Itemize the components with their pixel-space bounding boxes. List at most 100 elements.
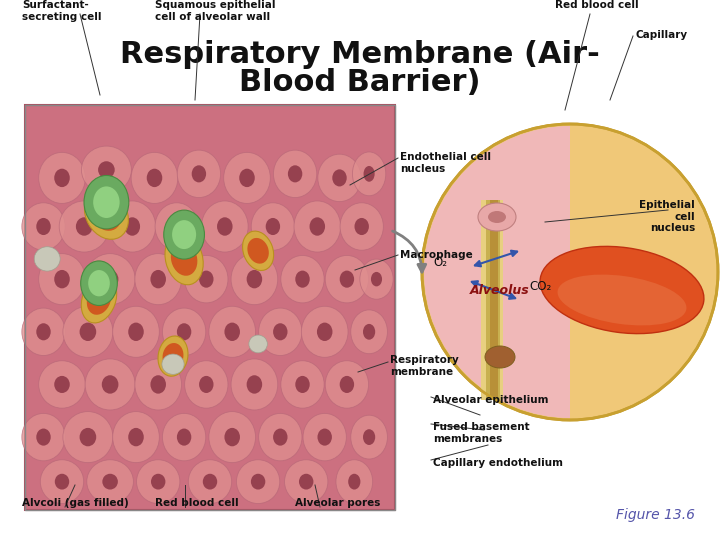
Text: Respiratory Membrane (Air-: Respiratory Membrane (Air- xyxy=(120,40,600,69)
Ellipse shape xyxy=(294,201,341,252)
Ellipse shape xyxy=(81,276,117,323)
Ellipse shape xyxy=(109,201,156,252)
Ellipse shape xyxy=(177,150,220,198)
Ellipse shape xyxy=(102,270,118,288)
Ellipse shape xyxy=(84,190,128,239)
Ellipse shape xyxy=(303,414,346,461)
Ellipse shape xyxy=(54,270,70,288)
Ellipse shape xyxy=(125,217,140,236)
Ellipse shape xyxy=(177,429,192,446)
Bar xyxy=(25,105,395,510)
Ellipse shape xyxy=(371,272,382,286)
Ellipse shape xyxy=(39,152,85,204)
Ellipse shape xyxy=(225,322,240,341)
Ellipse shape xyxy=(80,322,96,341)
Ellipse shape xyxy=(93,186,120,218)
Ellipse shape xyxy=(40,460,84,503)
Text: Fused basement
membranes: Fused basement membranes xyxy=(433,422,530,443)
Ellipse shape xyxy=(360,259,393,299)
Ellipse shape xyxy=(273,429,287,446)
Ellipse shape xyxy=(128,428,144,447)
Ellipse shape xyxy=(81,261,117,306)
Ellipse shape xyxy=(340,271,354,288)
Ellipse shape xyxy=(54,376,70,393)
Ellipse shape xyxy=(251,474,265,490)
Text: Respiratory
membrane: Respiratory membrane xyxy=(390,355,459,376)
Ellipse shape xyxy=(59,201,109,252)
Ellipse shape xyxy=(158,336,188,376)
Text: Red blood cell: Red blood cell xyxy=(555,0,639,10)
Text: Alvcoli (gas filled): Alvcoli (gas filled) xyxy=(22,498,129,508)
Ellipse shape xyxy=(147,168,162,187)
Ellipse shape xyxy=(336,460,373,503)
Ellipse shape xyxy=(231,359,278,410)
Text: O₂: O₂ xyxy=(433,255,447,268)
Ellipse shape xyxy=(36,429,50,446)
Ellipse shape xyxy=(485,346,515,368)
Ellipse shape xyxy=(557,274,686,326)
Ellipse shape xyxy=(224,152,270,204)
Ellipse shape xyxy=(225,428,240,447)
Ellipse shape xyxy=(251,203,294,250)
Ellipse shape xyxy=(184,361,228,408)
Ellipse shape xyxy=(151,474,166,490)
Ellipse shape xyxy=(36,218,50,235)
Ellipse shape xyxy=(55,474,69,490)
Ellipse shape xyxy=(131,152,178,204)
Ellipse shape xyxy=(274,150,317,198)
Bar xyxy=(25,105,395,510)
Ellipse shape xyxy=(76,217,93,236)
Ellipse shape xyxy=(54,168,70,187)
Text: Macrophage: Macrophage xyxy=(400,250,473,260)
Ellipse shape xyxy=(192,165,206,183)
Ellipse shape xyxy=(39,361,85,408)
Ellipse shape xyxy=(281,255,324,303)
Ellipse shape xyxy=(85,359,135,410)
Ellipse shape xyxy=(273,323,287,340)
Text: Blood Barrier): Blood Barrier) xyxy=(239,68,481,97)
Ellipse shape xyxy=(239,168,255,187)
Ellipse shape xyxy=(247,375,262,394)
Ellipse shape xyxy=(325,255,369,303)
Bar xyxy=(481,200,503,400)
Ellipse shape xyxy=(135,254,181,305)
Ellipse shape xyxy=(39,254,85,305)
Ellipse shape xyxy=(199,376,214,393)
Ellipse shape xyxy=(162,354,184,374)
Ellipse shape xyxy=(63,411,113,463)
Wedge shape xyxy=(424,126,570,418)
Ellipse shape xyxy=(310,217,325,236)
Ellipse shape xyxy=(231,254,278,305)
Ellipse shape xyxy=(333,170,347,186)
Ellipse shape xyxy=(171,242,197,276)
Ellipse shape xyxy=(155,203,198,250)
Text: CO₂: CO₂ xyxy=(529,280,551,294)
Ellipse shape xyxy=(299,474,313,490)
Ellipse shape xyxy=(317,322,333,341)
Ellipse shape xyxy=(295,376,310,393)
Text: Endothelial cell
nucleus: Endothelial cell nucleus xyxy=(400,152,491,173)
Ellipse shape xyxy=(364,166,374,182)
Ellipse shape xyxy=(165,233,203,285)
Ellipse shape xyxy=(84,176,129,229)
Ellipse shape xyxy=(249,335,267,353)
Ellipse shape xyxy=(488,211,506,223)
Ellipse shape xyxy=(80,428,96,447)
Ellipse shape xyxy=(199,271,214,288)
Ellipse shape xyxy=(85,254,135,305)
Ellipse shape xyxy=(202,201,248,252)
Ellipse shape xyxy=(209,411,256,463)
Ellipse shape xyxy=(217,217,233,236)
Ellipse shape xyxy=(87,460,133,503)
Ellipse shape xyxy=(363,324,375,340)
Ellipse shape xyxy=(172,220,196,249)
Ellipse shape xyxy=(318,154,361,201)
Ellipse shape xyxy=(340,376,354,393)
Ellipse shape xyxy=(150,375,166,394)
Bar xyxy=(490,200,498,400)
Ellipse shape xyxy=(540,246,704,334)
Ellipse shape xyxy=(135,359,181,410)
Ellipse shape xyxy=(363,429,375,445)
Ellipse shape xyxy=(163,308,206,355)
Text: Capillary: Capillary xyxy=(635,30,687,40)
